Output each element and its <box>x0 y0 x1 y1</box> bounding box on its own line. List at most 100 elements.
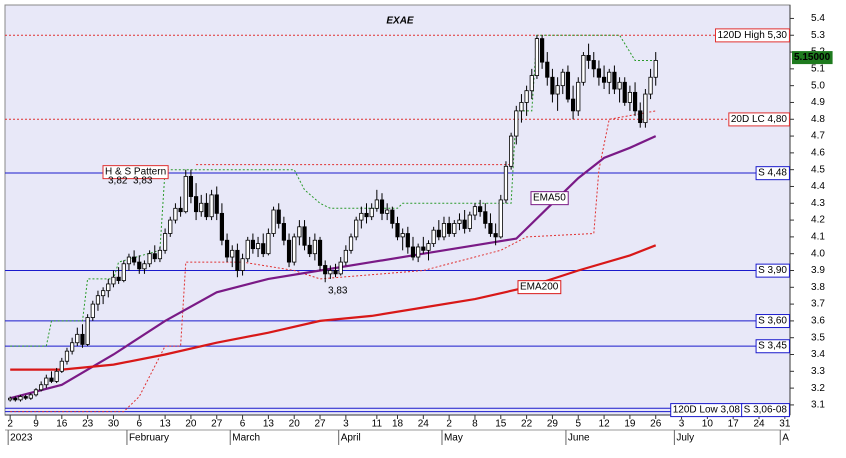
month-label: April <box>341 433 361 444</box>
y-tick-label: 4.6 <box>811 148 825 159</box>
level-label: S 4,48 <box>758 168 787 179</box>
level-label: 20D LC 4,80 <box>731 114 788 125</box>
x-tick-label: 20 <box>185 419 197 430</box>
candle-body <box>302 226 307 246</box>
candle-body <box>648 76 653 95</box>
x-tick-label: 26 <box>650 419 662 430</box>
candle-body <box>219 212 225 241</box>
y-tick-label: 3.4 <box>811 349 825 360</box>
candle-body <box>452 223 457 234</box>
candle-body <box>462 219 467 229</box>
month-label: February <box>129 433 169 444</box>
candle-body <box>8 397 13 401</box>
candle-body <box>390 209 395 224</box>
candle-body <box>281 223 286 241</box>
y-tick-label: 3.7 <box>811 299 825 310</box>
price-annotation: 3,83 <box>133 176 153 187</box>
candle-body <box>643 93 648 124</box>
candle-body <box>570 98 576 112</box>
candle-body <box>498 199 503 238</box>
candle-body <box>49 377 54 382</box>
x-tick-label: 27 <box>314 419 326 430</box>
candle-body <box>426 243 431 251</box>
candle-body <box>483 211 488 224</box>
candle-body <box>152 253 157 260</box>
candle-body <box>343 249 348 263</box>
candle-body <box>509 135 514 167</box>
x-tick-label: 22 <box>521 419 533 430</box>
candle-body <box>240 258 245 271</box>
y-tick-label: 3.5 <box>811 332 825 343</box>
ema-label-box <box>530 191 569 206</box>
x-tick-label: 2 <box>7 419 13 430</box>
candle-body <box>188 175 194 197</box>
candle-body <box>441 223 447 238</box>
candle-body <box>276 209 281 224</box>
candle-body <box>529 75 534 92</box>
x-tick-label: 18 <box>392 419 404 430</box>
candle-body <box>467 214 472 229</box>
candle-body <box>328 270 333 275</box>
y-tick-label: 3.8 <box>811 282 825 293</box>
month-label: A <box>782 433 789 444</box>
candle-body <box>457 219 462 224</box>
candle-body <box>560 71 565 87</box>
candle-body <box>75 333 80 344</box>
x-tick-label: 15 <box>495 419 507 430</box>
candle-body <box>137 261 142 270</box>
candle-body <box>421 246 426 251</box>
candle-body <box>199 202 204 213</box>
candle-body <box>317 239 323 266</box>
candle-body <box>312 239 317 255</box>
y-tick-label: 4.8 <box>811 114 825 125</box>
candle-body <box>359 212 364 221</box>
level-label-box <box>755 166 790 181</box>
y-tick-label: 5.4 <box>811 13 825 24</box>
month-label: May <box>444 433 463 444</box>
candle-body <box>405 233 410 248</box>
candle-body <box>612 71 617 90</box>
candle-body <box>493 233 498 238</box>
y-tick-label: 3.6 <box>811 316 825 327</box>
candle-body <box>261 243 266 255</box>
candle-body <box>555 85 560 95</box>
candle-body <box>348 236 354 251</box>
candle-body <box>524 90 529 103</box>
x-tick-label: 30 <box>108 419 120 430</box>
candle-body <box>416 246 421 258</box>
x-tick-label: 27 <box>211 419 223 430</box>
level-label-box <box>755 314 790 329</box>
ema-label: EMA200 <box>520 282 559 293</box>
candle-body <box>111 276 116 285</box>
candle-body <box>576 81 581 112</box>
candle-body <box>183 175 188 213</box>
candle-body <box>581 55 586 83</box>
candle-body <box>178 207 183 213</box>
month-label: March <box>232 433 260 444</box>
plot-background <box>4 4 791 416</box>
pattern-label: H & S Pattern <box>105 167 166 178</box>
x-tick-label: 24 <box>418 419 430 430</box>
y-tick-label: 4.9 <box>811 97 825 108</box>
candle-body <box>80 333 85 345</box>
y-tick-label: 5.0 <box>811 80 825 91</box>
candle-body <box>230 249 235 258</box>
x-tick-label: 5 <box>575 419 581 430</box>
x-tick-label: 3 <box>343 419 349 430</box>
candle-body <box>379 199 385 214</box>
y-tick-label: 4.3 <box>811 198 825 209</box>
candle-body <box>64 350 70 362</box>
price-annotation: 3,82 <box>108 176 128 187</box>
candle-body <box>18 396 23 401</box>
y-tick-label: 5.3 <box>811 30 825 41</box>
candle-body <box>565 71 571 100</box>
level-label: S 3,60 <box>758 316 787 327</box>
pattern-label-box <box>102 165 169 180</box>
candle-body <box>622 81 627 103</box>
level-label: S 3,06-08 <box>744 405 788 416</box>
candle-body <box>101 290 106 297</box>
x-tick-label: 20 <box>289 419 301 430</box>
candle-body <box>224 239 230 258</box>
candle-body <box>503 165 509 201</box>
candle-body <box>147 253 152 265</box>
